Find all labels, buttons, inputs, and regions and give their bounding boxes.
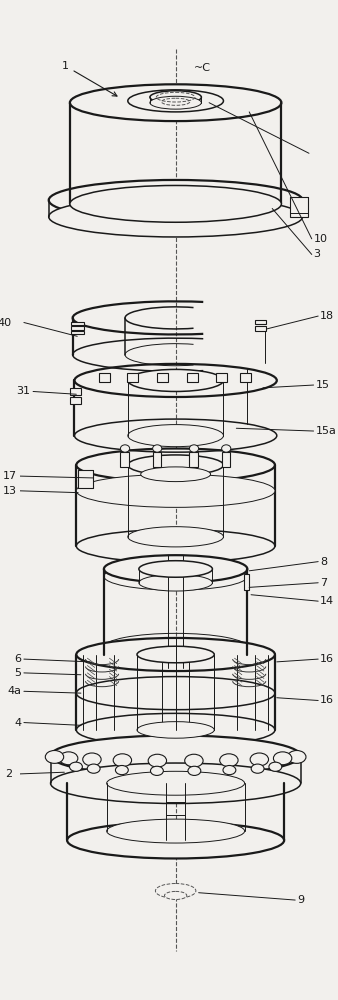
Text: 15a: 15a: [315, 426, 336, 436]
Ellipse shape: [87, 764, 100, 773]
Ellipse shape: [113, 754, 131, 767]
Bar: [187, 373, 198, 382]
Ellipse shape: [107, 819, 245, 843]
Text: 9: 9: [297, 895, 304, 905]
Ellipse shape: [153, 445, 162, 452]
Ellipse shape: [185, 754, 203, 767]
Bar: [70, 397, 81, 404]
Text: 3: 3: [314, 249, 320, 259]
Ellipse shape: [139, 574, 212, 591]
Ellipse shape: [70, 185, 282, 222]
Ellipse shape: [76, 638, 275, 671]
Bar: [71, 326, 84, 330]
Ellipse shape: [251, 764, 264, 773]
Ellipse shape: [76, 529, 275, 563]
Ellipse shape: [49, 197, 303, 237]
Bar: [78, 470, 93, 488]
Text: 13: 13: [2, 486, 17, 496]
Ellipse shape: [188, 766, 201, 775]
Ellipse shape: [59, 752, 78, 765]
Ellipse shape: [76, 448, 275, 482]
Ellipse shape: [76, 677, 275, 710]
Ellipse shape: [107, 771, 245, 795]
Ellipse shape: [141, 467, 211, 482]
Ellipse shape: [45, 750, 64, 763]
Ellipse shape: [223, 765, 236, 775]
Bar: [71, 331, 84, 334]
Ellipse shape: [115, 765, 128, 775]
Text: 15: 15: [315, 380, 330, 390]
Bar: [189, 452, 198, 467]
Ellipse shape: [51, 763, 301, 803]
Text: 4: 4: [14, 718, 21, 728]
Ellipse shape: [120, 445, 130, 452]
Text: 18: 18: [320, 311, 334, 321]
Ellipse shape: [269, 762, 282, 771]
Ellipse shape: [137, 646, 214, 663]
Bar: [244, 574, 249, 590]
Ellipse shape: [273, 752, 292, 765]
Text: 5: 5: [14, 668, 21, 678]
Ellipse shape: [128, 90, 223, 112]
Bar: [290, 197, 308, 217]
Ellipse shape: [51, 735, 301, 776]
Ellipse shape: [128, 369, 223, 391]
Text: 8: 8: [320, 557, 327, 567]
Ellipse shape: [150, 91, 201, 104]
Text: 4a: 4a: [7, 686, 21, 696]
Text: ~C: ~C: [194, 63, 211, 73]
Bar: [222, 452, 230, 467]
Ellipse shape: [76, 474, 275, 507]
Ellipse shape: [222, 445, 231, 452]
Text: 16: 16: [320, 695, 334, 705]
Ellipse shape: [128, 425, 223, 447]
Text: 1: 1: [62, 61, 117, 96]
Ellipse shape: [104, 555, 247, 583]
Ellipse shape: [155, 884, 196, 898]
Text: 17: 17: [2, 471, 17, 481]
Ellipse shape: [150, 766, 163, 775]
Bar: [255, 320, 266, 324]
Bar: [70, 388, 81, 395]
Ellipse shape: [70, 84, 282, 121]
Ellipse shape: [76, 713, 275, 746]
Bar: [127, 373, 138, 382]
Ellipse shape: [189, 445, 199, 452]
Ellipse shape: [83, 753, 101, 766]
Text: 10: 10: [314, 234, 328, 244]
Bar: [120, 452, 129, 467]
Text: 31: 31: [16, 386, 30, 396]
Bar: [216, 373, 227, 382]
Ellipse shape: [128, 527, 223, 547]
Ellipse shape: [288, 750, 306, 763]
Ellipse shape: [49, 180, 303, 220]
Ellipse shape: [148, 754, 167, 767]
Ellipse shape: [70, 762, 82, 771]
Bar: [153, 452, 161, 467]
Ellipse shape: [104, 641, 247, 668]
Ellipse shape: [250, 753, 268, 766]
Bar: [99, 373, 110, 382]
Text: 16: 16: [320, 654, 334, 664]
Ellipse shape: [67, 822, 284, 858]
Text: 6: 6: [14, 654, 21, 664]
Text: 40: 40: [0, 318, 12, 328]
Text: 14: 14: [320, 596, 334, 606]
Ellipse shape: [139, 561, 212, 577]
Bar: [71, 322, 84, 325]
Ellipse shape: [165, 891, 187, 900]
Bar: [240, 373, 251, 382]
Ellipse shape: [128, 455, 223, 475]
Ellipse shape: [137, 722, 214, 738]
Bar: [157, 373, 168, 382]
Text: 2: 2: [5, 769, 12, 779]
Text: 7: 7: [320, 578, 327, 588]
Ellipse shape: [150, 96, 201, 109]
Bar: [255, 326, 266, 331]
Ellipse shape: [220, 754, 238, 767]
